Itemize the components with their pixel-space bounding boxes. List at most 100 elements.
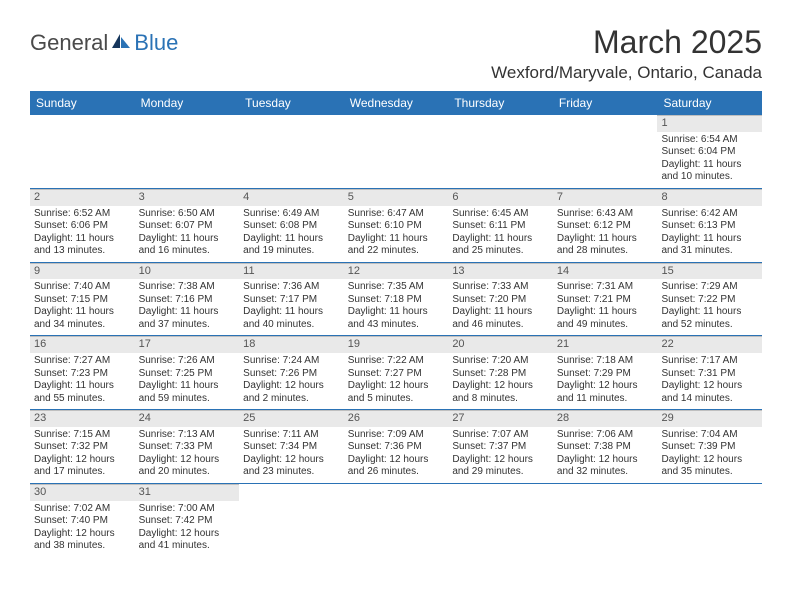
- day-cell: [448, 115, 553, 188]
- sunrise-text: Sunrise: 7:35 AM: [348, 281, 445, 294]
- sunset-text: Sunset: 7:27 PM: [348, 368, 445, 381]
- sunrise-text: Sunrise: 6:49 AM: [243, 208, 340, 221]
- daylight-text: and 26 minutes.: [348, 466, 445, 479]
- day-header-cell: Wednesday: [344, 91, 449, 115]
- daylight-text: and 37 minutes.: [139, 319, 236, 332]
- day-cell: 18Sunrise: 7:24 AMSunset: 7:26 PMDayligh…: [239, 336, 344, 409]
- sunrise-text: Sunrise: 6:52 AM: [34, 208, 131, 221]
- day-cell: 27Sunrise: 7:07 AMSunset: 7:37 PMDayligh…: [448, 410, 553, 483]
- daylight-text: and 25 minutes.: [452, 245, 549, 258]
- day-number: 4: [239, 190, 344, 206]
- day-number: 6: [448, 190, 553, 206]
- sunset-text: Sunset: 7:23 PM: [34, 368, 131, 381]
- day-cell: 9Sunrise: 7:40 AMSunset: 7:15 PMDaylight…: [30, 263, 135, 336]
- sunset-text: Sunset: 7:34 PM: [243, 441, 340, 454]
- daylight-text: Daylight: 12 hours: [139, 528, 236, 541]
- daylight-text: and 49 minutes.: [557, 319, 654, 332]
- sunrise-text: Sunrise: 6:43 AM: [557, 208, 654, 221]
- daylight-text: and 17 minutes.: [34, 466, 131, 479]
- sunrise-text: Sunrise: 7:27 AM: [34, 355, 131, 368]
- daylight-text: Daylight: 12 hours: [139, 454, 236, 467]
- daylight-text: Daylight: 12 hours: [243, 380, 340, 393]
- daylight-text: and 52 minutes.: [661, 319, 758, 332]
- daylight-text: and 5 minutes.: [348, 393, 445, 406]
- day-cell: 11Sunrise: 7:36 AMSunset: 7:17 PMDayligh…: [239, 263, 344, 336]
- daylight-text: Daylight: 12 hours: [452, 454, 549, 467]
- daylight-text: and 46 minutes.: [452, 319, 549, 332]
- sunrise-text: Sunrise: 7:18 AM: [557, 355, 654, 368]
- sunrise-text: Sunrise: 6:50 AM: [139, 208, 236, 221]
- day-cell: 31Sunrise: 7:00 AMSunset: 7:42 PMDayligh…: [135, 484, 240, 557]
- location-text: Wexford/Maryvale, Ontario, Canada: [491, 63, 762, 83]
- day-number: 28: [553, 411, 658, 427]
- sunrise-text: Sunrise: 7:31 AM: [557, 281, 654, 294]
- week-row: 2 Sunrise: 6:52 AMSunset: 6:06 PM Daylight…: [30, 189, 762, 263]
- day-number: 13: [448, 264, 553, 280]
- day-number: 10: [135, 264, 240, 280]
- sunrise-text: Sunrise: 7:33 AM: [452, 281, 549, 294]
- sunrise-text: Sunrise: 7:24 AM: [243, 355, 340, 368]
- daylight-text: and 8 minutes.: [452, 393, 549, 406]
- day-cell: 25Sunrise: 7:11 AMSunset: 7:34 PMDayligh…: [239, 410, 344, 483]
- daylight-text: and 43 minutes.: [348, 319, 445, 332]
- sail-icon: [110, 30, 132, 56]
- day-number: 25: [239, 411, 344, 427]
- sunrise-text: Sunrise: 7:20 AM: [452, 355, 549, 368]
- day-number: 27: [448, 411, 553, 427]
- day-cell: 29Sunrise: 7:04 AMSunset: 7:39 PMDayligh…: [657, 410, 762, 483]
- sunset-text: Sunset: 7:15 PM: [34, 294, 131, 307]
- day-number: 17: [135, 337, 240, 353]
- daylight-text: Daylight: 12 hours: [557, 454, 654, 467]
- daylight-text: and 13 minutes.: [34, 245, 131, 258]
- day-cell: 17Sunrise: 7:26 AMSunset: 7:25 PMDayligh…: [135, 336, 240, 409]
- day-header-cell: Sunday: [30, 91, 135, 115]
- day-cell: [553, 484, 658, 557]
- daylight-text: Daylight: 11 hours: [139, 380, 236, 393]
- day-cell: 5Sunrise: 6:47 AMSunset: 6:10 PMDaylight…: [344, 189, 449, 262]
- sunset-text: Sunset: 6:08 PM: [243, 220, 340, 233]
- daylight-text: Daylight: 11 hours: [34, 380, 131, 393]
- sunset-text: Sunset: 7:33 PM: [139, 441, 236, 454]
- logo: General Blue: [30, 30, 178, 56]
- sunset-text: Sunset: 7:29 PM: [557, 368, 654, 381]
- page-root: General Blue March 2025 Wexford/Maryvale…: [0, 0, 792, 557]
- logo-text-general: General: [30, 30, 108, 56]
- day-cell: 21Sunrise: 7:18 AMSunset: 7:29 PMDayligh…: [553, 336, 658, 409]
- calendar: SundayMondayTuesdayWednesdayThursdayFrid…: [30, 91, 762, 557]
- daylight-text: Daylight: 11 hours: [557, 306, 654, 319]
- sunset-text: Sunset: 6:13 PM: [661, 220, 758, 233]
- week-row: 23Sunrise: 7:15 AMSunset: 7:32 PMDayligh…: [30, 410, 762, 484]
- sunset-text: Sunset: 7:36 PM: [348, 441, 445, 454]
- day-number: 29: [657, 411, 762, 427]
- month-title: March 2025: [491, 24, 762, 61]
- day-number: 24: [135, 411, 240, 427]
- daylight-text: and 31 minutes.: [661, 245, 758, 258]
- sunrise-text: Sunrise: 7:00 AM: [139, 503, 236, 516]
- sunrise-text: Sunrise: 7:09 AM: [348, 429, 445, 442]
- day-cell: 19Sunrise: 7:22 AMSunset: 7:27 PMDayligh…: [344, 336, 449, 409]
- sunrise-text: Sunrise: 7:07 AM: [452, 429, 549, 442]
- sunset-text: Sunset: 7:32 PM: [34, 441, 131, 454]
- sunset-text: Sunset: 7:20 PM: [452, 294, 549, 307]
- weeks-container: 1Sunrise: 6:54 AMSunset: 6:04 PMDaylight…: [30, 115, 762, 557]
- day-number: 18: [239, 337, 344, 353]
- day-header-row: SundayMondayTuesdayWednesdayThursdayFrid…: [30, 91, 762, 115]
- daylight-text: Daylight: 11 hours: [348, 306, 445, 319]
- day-number: 2: [30, 190, 135, 206]
- sunrise-text: Sunrise: 6:45 AM: [452, 208, 549, 221]
- sunset-text: Sunset: 7:40 PM: [34, 515, 131, 528]
- daylight-text: Daylight: 12 hours: [34, 454, 131, 467]
- day-cell: [657, 484, 762, 557]
- day-header-cell: Friday: [553, 91, 658, 115]
- day-cell: 15Sunrise: 7:29 AMSunset: 7:22 PMDayligh…: [657, 263, 762, 336]
- day-cell: 10Sunrise: 7:38 AMSunset: 7:16 PMDayligh…: [135, 263, 240, 336]
- day-cell: [448, 484, 553, 557]
- sunset-text: Sunset: 6:06 PM: [34, 220, 131, 233]
- daylight-text: and 41 minutes.: [139, 540, 236, 553]
- day-cell: 20Sunrise: 7:20 AMSunset: 7:28 PMDayligh…: [448, 336, 553, 409]
- daylight-text: Daylight: 11 hours: [243, 306, 340, 319]
- day-number: 26: [344, 411, 449, 427]
- daylight-text: Daylight: 11 hours: [452, 233, 549, 246]
- daylight-text: and 29 minutes.: [452, 466, 549, 479]
- sunrise-text: Sunrise: 6:47 AM: [348, 208, 445, 221]
